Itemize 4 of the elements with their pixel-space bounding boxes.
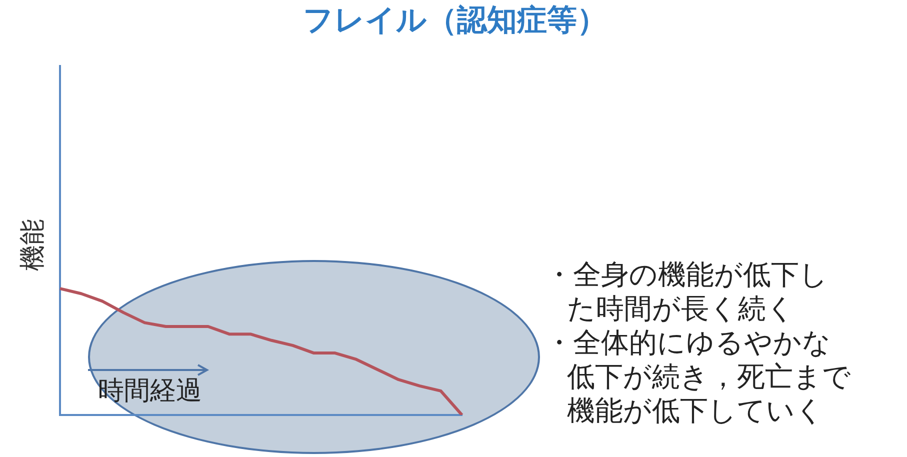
y-axis-title: 機能: [18, 219, 48, 271]
chart-title: フレイル（認知症等）: [303, 2, 607, 38]
text: ・全体的にゆるやかな低下が続き，死亡まで機能が低下していく: [545, 326, 852, 428]
text: ・全身の機能が低下した時間が長く続く: [545, 258, 829, 326]
